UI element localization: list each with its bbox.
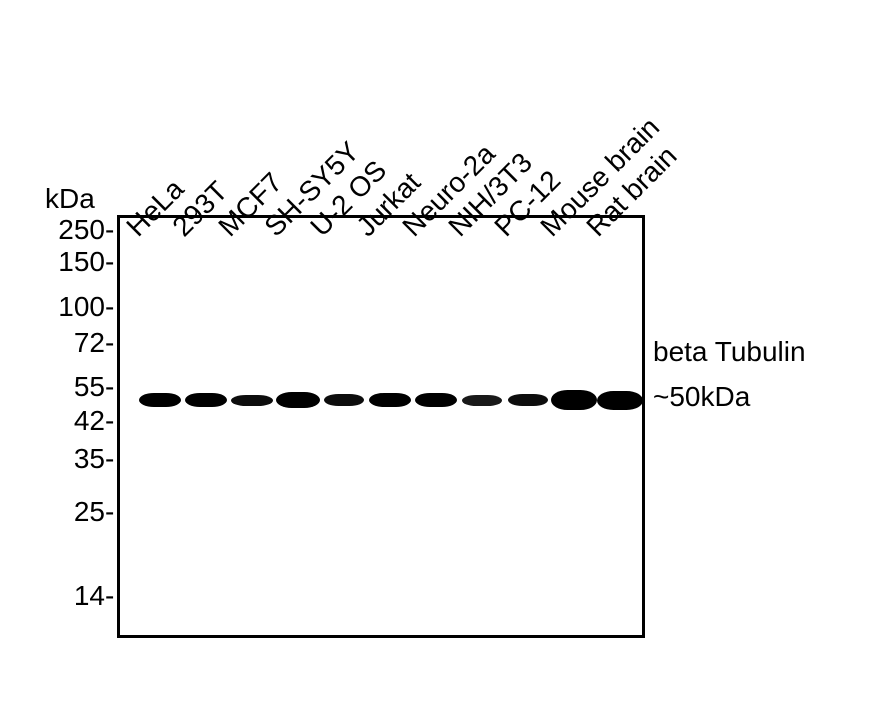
mw-marker-dash: - <box>105 371 114 403</box>
mw-marker-dash: - <box>105 496 114 528</box>
protein-band <box>324 394 364 406</box>
protein-band <box>369 393 411 407</box>
mw-marker-label: 150 <box>45 246 105 278</box>
protein-band <box>415 393 457 407</box>
annotation-label: beta Tubulin <box>653 336 806 368</box>
kda-header: kDa <box>45 183 95 215</box>
mw-marker-label: 72 <box>45 327 105 359</box>
mw-marker-label: 250 <box>45 214 105 246</box>
protein-band <box>231 395 273 406</box>
annotation-label: ~50kDa <box>653 381 750 413</box>
mw-marker-dash: - <box>105 214 114 246</box>
mw-marker-label: 42 <box>45 405 105 437</box>
protein-band <box>597 391 643 410</box>
mw-marker-label: 14 <box>45 580 105 612</box>
mw-marker-dash: - <box>105 580 114 612</box>
mw-marker-label: 55 <box>45 371 105 403</box>
blot-membrane <box>117 215 645 638</box>
mw-marker-dash: - <box>105 443 114 475</box>
mw-marker-label: 25 <box>45 496 105 528</box>
protein-band <box>139 393 181 407</box>
mw-marker-dash: - <box>105 405 114 437</box>
mw-marker-dash: - <box>105 327 114 359</box>
protein-band <box>185 393 227 407</box>
mw-marker-label: 35 <box>45 443 105 475</box>
protein-band <box>551 390 597 410</box>
protein-band <box>462 395 502 406</box>
mw-marker-dash: - <box>105 291 114 323</box>
mw-marker-dash: - <box>105 246 114 278</box>
mw-marker-label: 100 <box>45 291 105 323</box>
protein-band <box>508 394 548 406</box>
protein-band <box>276 392 320 408</box>
